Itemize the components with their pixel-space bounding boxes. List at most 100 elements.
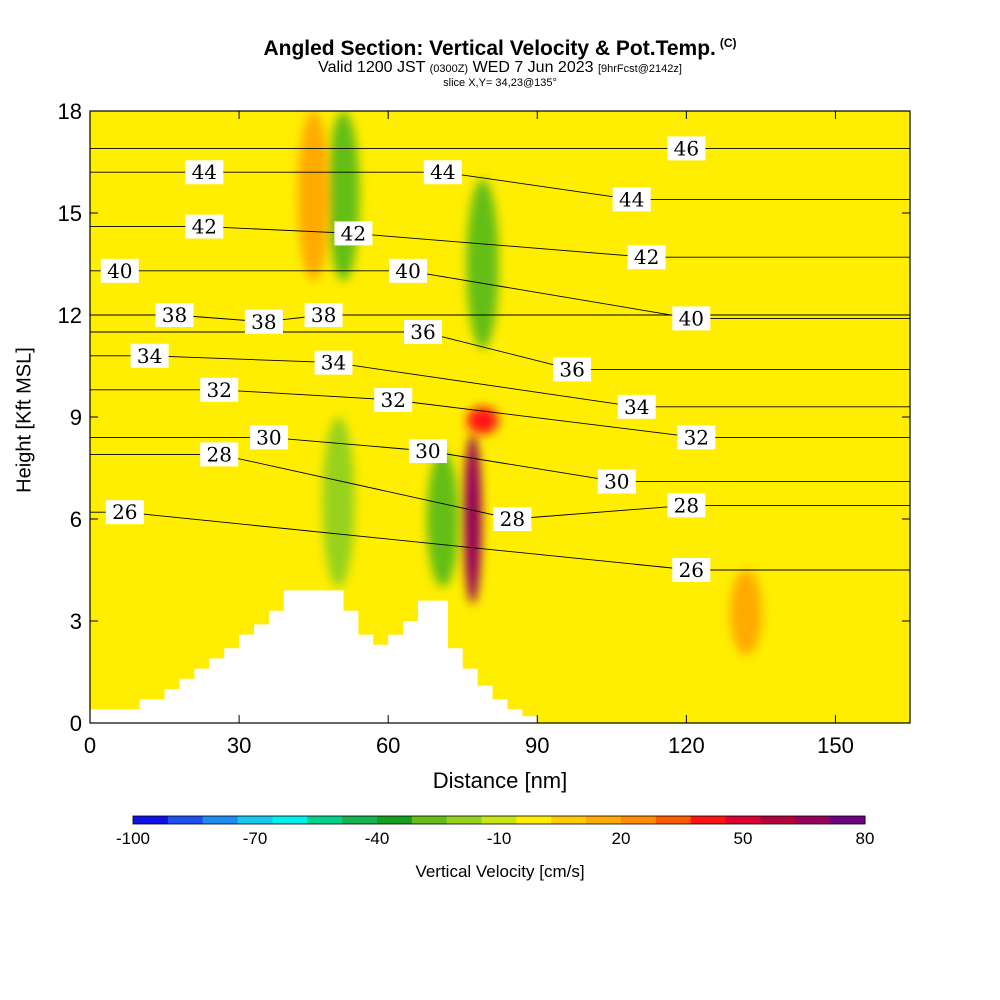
isentrope-value: 38 bbox=[162, 303, 187, 327]
velocity-cell bbox=[297, 111, 330, 281]
chart-title: Angled Section: Vertical Velocity & Pot.… bbox=[263, 36, 737, 60]
isentrope-value: 32 bbox=[206, 378, 231, 402]
isentrope-value: 28 bbox=[500, 507, 525, 531]
isentrope-value: 36 bbox=[410, 320, 435, 344]
y-tick-label: 6 bbox=[70, 507, 82, 532]
isentrope-label: 30 bbox=[408, 439, 447, 463]
terrain bbox=[90, 590, 538, 723]
velocity-cell bbox=[426, 451, 459, 587]
label-box bbox=[155, 303, 194, 327]
colorbar-swatch bbox=[481, 816, 517, 824]
isentrope-label: 46 bbox=[667, 136, 706, 161]
label-box bbox=[374, 388, 413, 412]
slice-info: slice X,Y= 34,23@135° bbox=[443, 77, 557, 89]
isentrope-value: 26 bbox=[679, 558, 704, 582]
isentrope-value: 34 bbox=[321, 351, 346, 375]
x-axis-label: Distance [nm] bbox=[432, 768, 568, 793]
isentrope-label: 28 bbox=[667, 493, 706, 518]
label-box bbox=[667, 136, 706, 161]
isentrope-value: 26 bbox=[112, 500, 137, 524]
colorbar-tick-label: -40 bbox=[365, 829, 390, 848]
label-box bbox=[314, 350, 353, 375]
label-box bbox=[672, 306, 711, 331]
y-tick-label: 12 bbox=[58, 303, 82, 328]
label-box bbox=[612, 187, 651, 212]
velocity-cell bbox=[730, 570, 762, 655]
velocity-cell bbox=[466, 179, 499, 349]
label-box bbox=[304, 303, 343, 327]
colorbar-swatch bbox=[760, 816, 796, 824]
isentrope-value: 40 bbox=[395, 259, 420, 283]
isentrope-label: 26 bbox=[105, 500, 144, 525]
isentrope-value: 44 bbox=[192, 160, 217, 184]
isentrope-value: 28 bbox=[206, 442, 231, 466]
label-box bbox=[423, 160, 462, 185]
isentrope-value: 44 bbox=[619, 187, 644, 211]
isentrope-value: 32 bbox=[684, 425, 709, 449]
isentrope-label: 34 bbox=[314, 350, 353, 375]
isentrope-label: 42 bbox=[185, 214, 224, 239]
colorbar-swatch bbox=[237, 816, 273, 824]
colorbar-swatch bbox=[133, 816, 169, 824]
colorbar-swatch bbox=[272, 816, 308, 824]
isentrope-label: 34 bbox=[130, 343, 169, 368]
isentrope-label: 36 bbox=[553, 357, 592, 382]
label-box bbox=[389, 258, 428, 283]
colorbar-tick-label: -70 bbox=[243, 829, 268, 848]
isentrope-label: 38 bbox=[155, 303, 194, 327]
isentrope-label: 30 bbox=[597, 469, 636, 494]
label-box bbox=[553, 357, 592, 382]
y-tick-label: 3 bbox=[70, 609, 82, 634]
isentrope-label: 34 bbox=[617, 394, 656, 419]
colorbar-swatch bbox=[202, 816, 239, 824]
velocity-cell bbox=[466, 406, 499, 434]
label-box bbox=[597, 469, 636, 494]
y-tick-label: 0 bbox=[70, 711, 82, 736]
colorbar-swatch bbox=[411, 816, 448, 824]
label-box bbox=[200, 442, 239, 467]
field-background bbox=[90, 111, 910, 723]
velocity-field bbox=[90, 111, 910, 723]
label-box bbox=[249, 425, 288, 450]
label-box bbox=[627, 245, 666, 270]
isentrope-value: 40 bbox=[107, 259, 132, 283]
isentrope-label: 40 bbox=[389, 258, 428, 283]
colorbar-swatch bbox=[446, 816, 483, 824]
isentrope-label: 38 bbox=[304, 303, 343, 327]
colorbar-swatch bbox=[516, 816, 552, 824]
isentrope-label: 28 bbox=[200, 442, 239, 467]
isentrope-label: 32 bbox=[677, 425, 716, 450]
label-box bbox=[677, 425, 716, 450]
isentrope-value: 44 bbox=[430, 160, 455, 184]
isentrope-value: 34 bbox=[624, 395, 649, 419]
colorbar-swatch bbox=[586, 816, 622, 824]
isentrope-label: 38 bbox=[244, 309, 283, 334]
isentrope-label: 42 bbox=[334, 221, 373, 246]
isentrope-label: 42 bbox=[627, 245, 666, 270]
colorbar-swatch bbox=[342, 816, 378, 824]
colorbar-swatch bbox=[830, 816, 866, 824]
y-tick-label: 18 bbox=[58, 99, 82, 124]
isentrope-value: 46 bbox=[674, 136, 699, 160]
colorbar: -100 -70 -40 -10 20 50 80 bbox=[116, 815, 875, 848]
isentrope-value: 42 bbox=[634, 245, 659, 269]
colorbar-swatch bbox=[377, 816, 413, 824]
label-box bbox=[493, 507, 532, 531]
colorbar-swatch bbox=[655, 816, 692, 824]
y-tick-label: 15 bbox=[58, 201, 82, 226]
label-box bbox=[105, 500, 144, 525]
isentrope-label: 44 bbox=[185, 160, 224, 185]
colorbar-swatch bbox=[690, 816, 727, 824]
velocity-cell bbox=[463, 434, 482, 604]
x-tick-label: 120 bbox=[668, 733, 705, 758]
isentrope-label: 32 bbox=[374, 388, 413, 412]
colorbar-tick-label: 80 bbox=[856, 829, 875, 848]
isentrope-value: 30 bbox=[256, 425, 281, 449]
label-box bbox=[244, 309, 283, 334]
isentrope-value: 30 bbox=[604, 470, 629, 494]
x-tick-label: 90 bbox=[525, 733, 549, 758]
isentrope-value: 32 bbox=[380, 388, 405, 412]
x-tick-label: 0 bbox=[84, 733, 96, 758]
